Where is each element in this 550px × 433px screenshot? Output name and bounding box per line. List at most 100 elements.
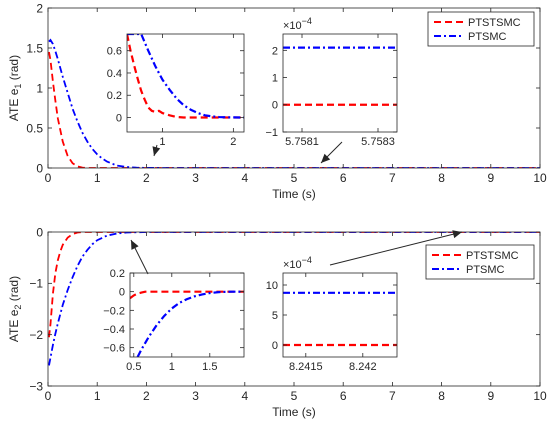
y-axis-label: ATE e1 (rad): [7, 55, 23, 121]
legend-label-ptstsmc: PTSTSMC: [466, 250, 519, 262]
exponent-power: −4: [302, 16, 312, 26]
y-tick-label: −2: [29, 328, 43, 342]
y-tick-label: −1: [265, 127, 278, 139]
y-tick-label: 0: [272, 340, 278, 352]
x-tick-label: 6: [340, 171, 347, 185]
legend-box: [427, 11, 535, 47]
legend: PTSTSMC PTSMC: [427, 11, 535, 47]
x-tick-label: 10: [533, 171, 547, 185]
series-line-ptsmc: [48, 232, 540, 366]
exponent-label: ×10−4: [283, 255, 312, 271]
y-tick-label: 1: [272, 73, 278, 85]
legend-label-ptstsmc: PTSTSMC: [468, 17, 521, 29]
x-tick-label: 0.5: [126, 361, 141, 373]
y-tick-label: −1: [29, 277, 43, 291]
x-tick-label: 5: [291, 171, 298, 185]
legend-label-ptsmc: PTSMC: [466, 264, 505, 276]
y-tick-label: −0.2: [103, 305, 125, 317]
plot-area: [283, 34, 397, 132]
y-label-subscript: 1: [13, 84, 23, 89]
axes-inset1b: 5.7581 5.7583 −1 0 1 2 ×10−4: [265, 16, 398, 148]
exponent-base: ×10: [283, 259, 302, 271]
zoom-arrow-inset1a-head: [152, 146, 161, 156]
series-line-ptsmc: [48, 38, 540, 168]
y-tick-label: −0.4: [103, 324, 125, 336]
x-tick-label: 2: [143, 171, 150, 185]
y-tick-label: −3: [29, 379, 43, 393]
x-axis-label: Time (s): [272, 187, 316, 201]
y-tick-label: 0.5: [26, 121, 43, 135]
y-tick-label: −0.6: [103, 343, 125, 355]
x-tick-label: 5.7581: [285, 136, 319, 148]
axes-inset1a: 1 2 0 0.2 0.4 0.6: [107, 33, 245, 148]
y-tick-label: 0: [36, 225, 43, 239]
x-tick-label: 2: [230, 136, 236, 148]
x-tick-label: 1: [169, 361, 175, 373]
y-label-subscript: 2: [13, 305, 23, 310]
x-tick-label: 0: [45, 389, 52, 403]
series-line-ptstsmc: [48, 232, 540, 338]
axes-inset2a: 0.5 1 1.5 −0.6 −0.4 −0.2 0 0.2: [103, 268, 245, 373]
y-label-unit: (rad): [7, 55, 21, 84]
x-tick-label: 4: [241, 171, 248, 185]
legend-label-ptsmc: PTSMC: [468, 31, 507, 43]
legend-box: [425, 244, 535, 280]
x-tick-label: 3: [192, 171, 199, 185]
zoom-arrow-inset1b-head: [321, 153, 331, 163]
y-tick-label: 0: [36, 161, 43, 175]
plot-area: [130, 273, 244, 357]
exponent-power: −4: [302, 255, 312, 265]
axes-frame: [129, 272, 245, 358]
y-axis-label: ATE e2 (rad): [7, 276, 23, 342]
y-tick-label: 0.6: [107, 46, 122, 58]
y-tick-label: 0.2: [107, 90, 122, 102]
x-tick-label: 2: [143, 389, 150, 403]
y-tick-label: 1.5: [26, 41, 43, 55]
series-line-ptsmc: [127, 34, 244, 119]
x-tick-label: 9: [487, 389, 494, 403]
x-tick-label: 5.7583: [361, 136, 395, 148]
y-tick-label: 5: [272, 310, 278, 322]
x-tick-label: 6: [340, 389, 347, 403]
x-tick-label: 7: [389, 171, 396, 185]
x-tick-label: 10: [533, 389, 547, 403]
axes-inset2b: 8.2415 8.242 0 5 10 ×10−4: [266, 255, 398, 373]
y-tick-label: 2: [36, 1, 43, 15]
series-line-ptsmc: [136, 290, 244, 357]
plot-area: [127, 34, 244, 132]
legend: PTSTSMC PTSMC: [425, 244, 535, 280]
y-tick-label: 0: [272, 100, 278, 112]
y-tick-label: 10: [266, 280, 278, 292]
x-tick-label: 3: [192, 389, 199, 403]
y-tick-label: 0.4: [107, 68, 122, 80]
zoom-arrow-inset2b: [329, 231, 463, 266]
y-label-main: ATE e: [7, 88, 21, 121]
x-tick-label: 8: [438, 171, 445, 185]
axes-frame: [282, 33, 398, 133]
x-tick-label: 1: [159, 136, 165, 148]
x-tick-label: 8: [438, 389, 445, 403]
y-tick-label: 0.2: [110, 268, 125, 280]
x-axis-label: Time (s): [272, 405, 316, 419]
series-line-ptstsmc: [130, 290, 244, 300]
zoom-arrow-inset2b-head: [452, 230, 462, 239]
y-label-unit: (rad): [7, 276, 21, 305]
series-line-ptstsmc: [48, 51, 540, 168]
x-tick-label: 4: [241, 389, 248, 403]
x-tick-label: 1.5: [202, 361, 217, 373]
y-tick-label: 0: [119, 287, 125, 299]
x-tick-label: 0: [45, 171, 52, 185]
y-tick-label: 2: [272, 45, 278, 57]
exponent-base: ×10: [283, 20, 302, 32]
series-line-ptstsmc: [127, 34, 244, 119]
y-tick-label: 1: [36, 81, 43, 95]
x-tick-label: 8.2415: [289, 361, 323, 373]
plot-area: [283, 273, 397, 357]
y-label-main: ATE e: [7, 309, 21, 342]
zoom-arrow-inset2a-head: [131, 240, 139, 250]
y-tick-label: 0: [116, 112, 122, 124]
x-tick-label: 8.242: [349, 361, 377, 373]
x-tick-label: 5: [291, 389, 298, 403]
